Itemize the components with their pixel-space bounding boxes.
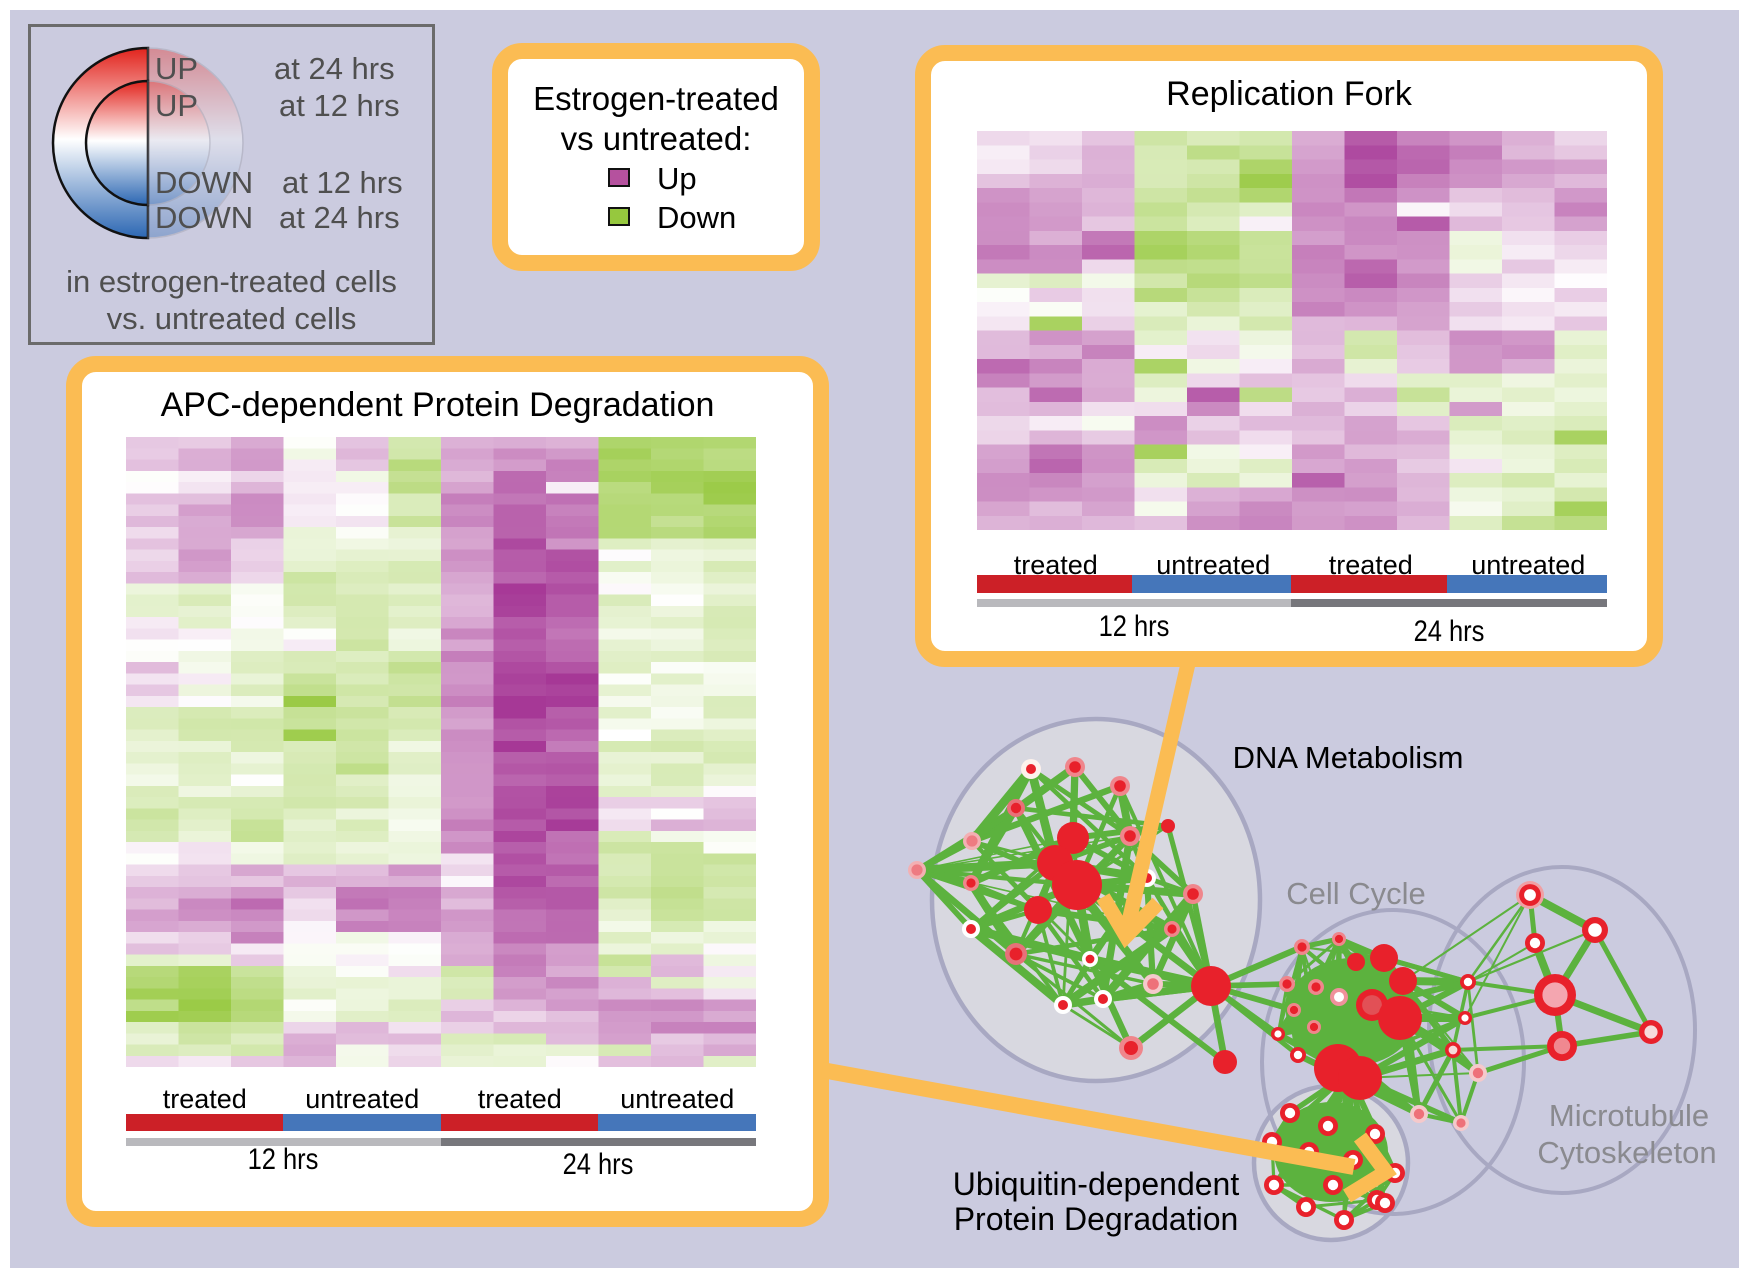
svg-text:Ubiquitin-dependent: Ubiquitin-dependent: [953, 1166, 1240, 1202]
svg-text:24 hrs: 24 hrs: [1414, 614, 1485, 647]
svg-text:Protein Degradation: Protein Degradation: [954, 1201, 1239, 1237]
svg-text:Cell Cycle: Cell Cycle: [1286, 876, 1426, 911]
svg-text:DNA Metabolism: DNA Metabolism: [1233, 740, 1464, 775]
svg-text:12 hrs: 12 hrs: [248, 1142, 319, 1175]
svg-text:Microtubule: Microtubule: [1549, 1098, 1709, 1133]
svg-text:12 hrs: 12 hrs: [1099, 609, 1170, 642]
svg-text:Cytoskeleton: Cytoskeleton: [1537, 1135, 1716, 1170]
svg-text:24 hrs: 24 hrs: [563, 1147, 634, 1180]
